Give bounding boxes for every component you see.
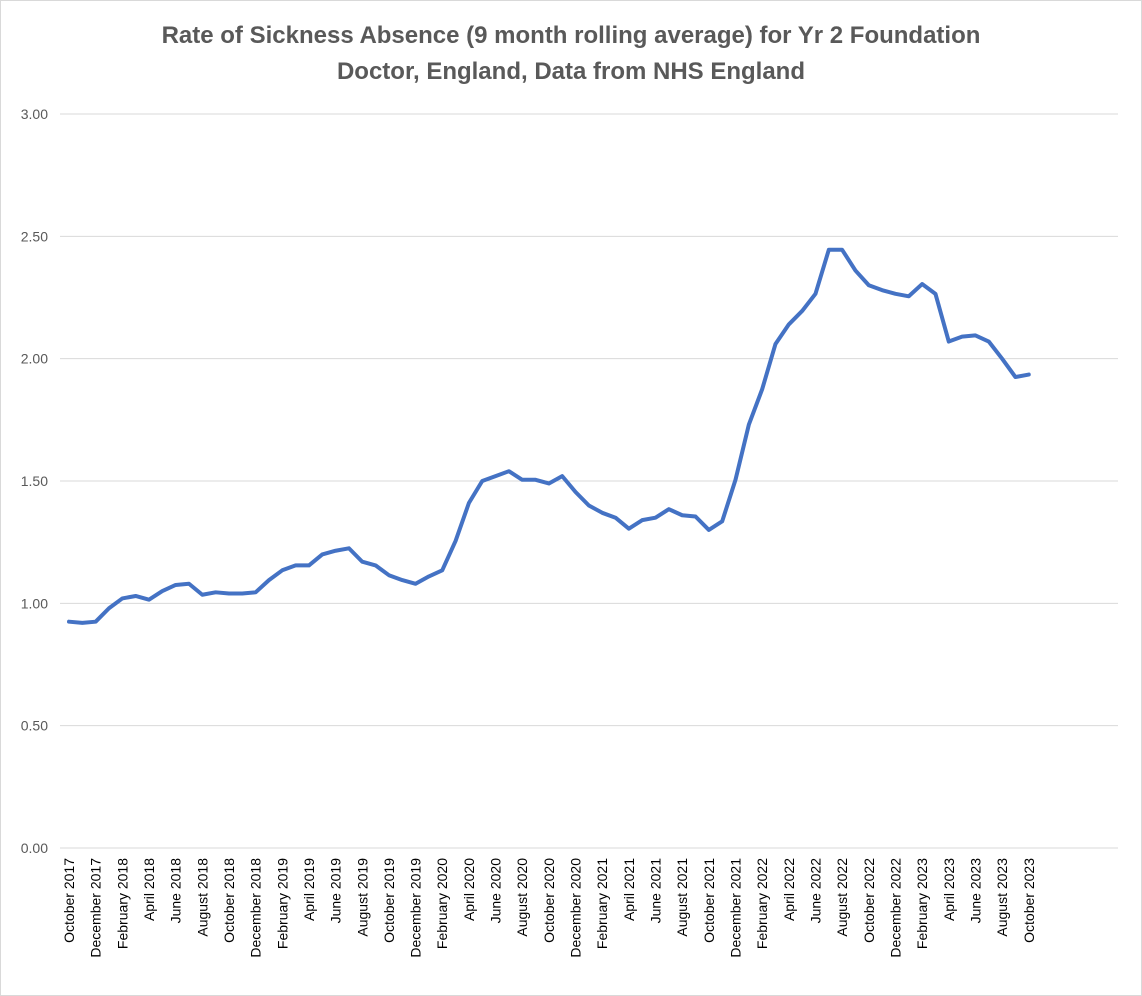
y-tick-label: 0.50 — [21, 718, 48, 734]
x-tick-label: February 2020 — [434, 858, 450, 949]
x-tick-label: October 2021 — [701, 858, 717, 943]
x-tick-label: June 2018 — [168, 858, 184, 924]
x-tick-label: April 2019 — [301, 858, 317, 921]
y-tick-label: 2.00 — [21, 351, 48, 367]
x-tick-label: December 2017 — [88, 858, 104, 958]
x-tick-label: June 2019 — [328, 858, 344, 924]
x-tick-label: October 2017 — [61, 858, 77, 943]
x-tick-label: April 2021 — [621, 858, 637, 921]
x-tick-label: December 2020 — [568, 858, 584, 958]
y-tick-label: 3.00 — [21, 106, 48, 122]
x-tick-label: April 2018 — [141, 858, 157, 921]
x-tick-label: February 2019 — [274, 858, 290, 949]
x-tick-label: October 2019 — [381, 858, 397, 943]
x-tick-label: August 2019 — [354, 858, 370, 937]
x-tick-label: February 2021 — [594, 858, 610, 949]
x-tick-label: February 2018 — [114, 858, 130, 949]
y-axis-tick-labels: 0.00 0.50 1.00 1.50 2.00 2.50 3.00 — [21, 106, 48, 856]
x-tick-label: December 2019 — [408, 858, 424, 958]
chart-title: Rate of Sickness Absence (9 month rollin… — [161, 22, 981, 85]
x-axis-tick-labels: October 2017 December 2017 February 2018 Ap… — [61, 858, 1037, 958]
series-line — [67, 247, 1031, 625]
x-tick-label: August 2020 — [514, 858, 530, 937]
x-tick-label: April 2022 — [781, 858, 797, 921]
x-tick-label: April 2023 — [941, 858, 957, 921]
x-tick-label: December 2021 — [728, 858, 744, 958]
x-tick-label: August 2022 — [834, 858, 850, 937]
x-tick-label: June 2023 — [967, 858, 983, 924]
x-tick-label: October 2022 — [861, 858, 877, 943]
x-tick-label: October 2023 — [1021, 858, 1037, 943]
series-group — [67, 247, 1031, 625]
y-tick-label: 1.50 — [21, 473, 48, 489]
x-tick-label: June 2020 — [488, 858, 504, 924]
y-tick-label: 2.50 — [21, 228, 48, 244]
x-tick-label: December 2018 — [248, 858, 264, 958]
x-tick-label: October 2020 — [541, 858, 557, 943]
x-tick-label: August 2023 — [994, 858, 1010, 937]
x-tick-label: February 2022 — [754, 858, 770, 949]
x-tick-label: April 2020 — [461, 858, 477, 921]
x-tick-label: October 2018 — [221, 858, 237, 943]
x-tick-label: August 2018 — [194, 858, 210, 937]
x-tick-label: February 2023 — [914, 858, 930, 949]
y-tick-label: 1.00 — [21, 595, 48, 611]
y-tick-label: 0.00 — [21, 840, 48, 856]
x-tick-label: June 2022 — [807, 858, 823, 924]
x-tick-label: August 2021 — [674, 858, 690, 937]
x-tick-label: December 2022 — [887, 858, 903, 958]
gridlines — [60, 113, 1118, 849]
x-tick-label: June 2021 — [648, 858, 664, 924]
